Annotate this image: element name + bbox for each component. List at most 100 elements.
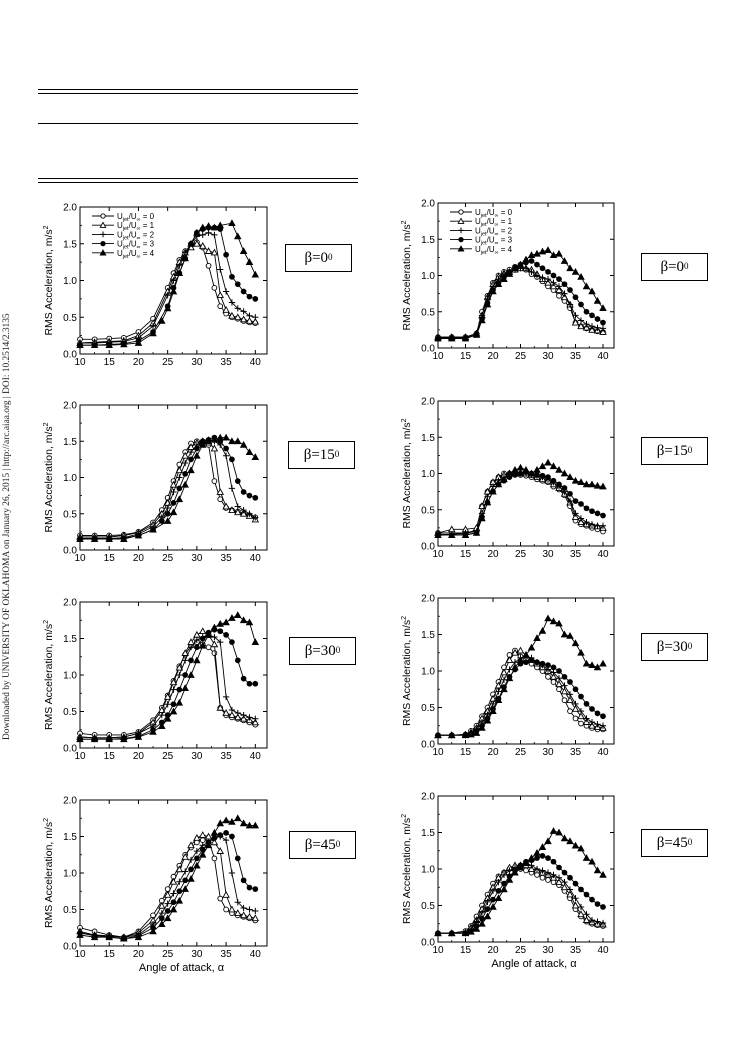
chart-panel-right-beta-0: 10 15 20 25 30 35 40 0.0 0.5 1.0 1.5 2.0 RMS Acceler… (401, 199, 615, 362)
legend-mid: /U (487, 217, 495, 226)
series-circle-filled (435, 469, 606, 538)
beta-label-left-30: β= 30 0 (289, 637, 356, 665)
data-point-circle-filled (223, 631, 229, 638)
data-point-triangle-filled (467, 927, 475, 935)
data-point-plus (158, 910, 165, 917)
series-triangle-filled (76, 814, 260, 942)
y-tick-label: 1.5 (63, 832, 77, 843)
y-tick-label: 1.5 (63, 239, 77, 250)
data-point-triangle-filled (187, 466, 195, 474)
series-line (438, 830, 604, 934)
data-point-circle-filled (556, 481, 562, 488)
x-tick-label: 40 (597, 549, 609, 560)
data-point-plus (234, 305, 241, 312)
x-tick-label: 20 (487, 549, 499, 560)
data-point-triangle-filled (571, 267, 580, 275)
data-point-triangle-open (571, 901, 580, 909)
data-point-triangle-open (577, 518, 585, 525)
data-point-triangle-filled (505, 674, 514, 682)
data-point-circle-filled (252, 886, 259, 892)
data-point-triangle-filled (222, 618, 230, 626)
x-tick-label: 10 (74, 949, 86, 960)
data-point-triangle-filled (461, 334, 470, 342)
beta-value: 30 (320, 642, 336, 659)
data-point-triangle-filled (90, 735, 99, 743)
y-axis-label-sup: 2 (401, 814, 408, 818)
data-point-triangle-open (193, 630, 201, 638)
y-tick-label: 1.0 (421, 667, 435, 678)
y-tick-label: 0.0 (421, 740, 435, 751)
data-point-plus (240, 308, 247, 315)
legend-sub2: ∞ (495, 213, 499, 219)
data-point-triangle-open (588, 721, 596, 729)
data-point-triangle-filled (577, 273, 585, 280)
data-point-circle-open (211, 478, 218, 484)
data-point-circle-filled (517, 470, 524, 477)
data-point-triangle-filled (516, 863, 525, 871)
data-point-triangle-filled (544, 246, 552, 253)
data-point-triangle-filled (478, 316, 486, 324)
data-point-circle-filled (188, 866, 194, 873)
data-point-circle-filled (528, 657, 535, 663)
data-point-triangle-filled (181, 254, 189, 262)
data-point-triangle-filled (434, 731, 442, 739)
data-point-triangle-filled (149, 329, 157, 337)
data-point-circle-filled (561, 281, 568, 288)
data-point-triangle-open (216, 703, 225, 711)
data-point-circle-filled (539, 853, 546, 859)
data-point-triangle-filled (472, 729, 481, 736)
data-point-plus (528, 268, 535, 275)
data-point-circle-filled (176, 485, 183, 492)
x-tick-label: 30 (191, 949, 203, 960)
data-point-triangle-open (181, 451, 189, 459)
data-point-triangle-filled (187, 671, 195, 678)
legend-sub2: ∞ (495, 250, 499, 256)
x-tick-label: 20 (133, 751, 145, 762)
data-point-triangle-filled (544, 614, 552, 622)
data-point-triangle-filled (193, 451, 201, 459)
data-point-plus (193, 847, 200, 855)
beta-prefix: β= (304, 642, 321, 659)
data-point-plus (561, 879, 568, 886)
legend-sub2: ∞ (137, 254, 141, 260)
data-point-circle-filled (182, 471, 189, 477)
data-point-triangle-filled (222, 816, 230, 824)
data-point-triangle-open (577, 712, 585, 720)
data-point-triangle-filled (577, 844, 585, 852)
data-point-plus (170, 277, 177, 284)
beta-prefix: β= (303, 446, 320, 463)
data-point-triangle-open (210, 838, 219, 846)
data-point-triangle-filled (149, 927, 157, 935)
data-point-triangle-filled (588, 480, 596, 488)
data-point-triangle-filled (588, 661, 596, 669)
data-point-triangle-open (555, 878, 563, 885)
data-point-circle-filled (164, 908, 171, 914)
data-point-plus (583, 320, 590, 328)
data-point-triangle-filled (566, 632, 574, 639)
data-point-circle-filled (252, 680, 259, 687)
data-point-triangle-filled (120, 535, 128, 542)
data-point-plus (176, 671, 183, 679)
data-point-triangle-filled (555, 619, 563, 627)
data-point-triangle-open (169, 678, 178, 686)
data-point-triangle-open (234, 909, 242, 916)
beta-value: 15 (319, 446, 335, 463)
data-point-triangle-open (494, 681, 503, 689)
data-point-triangle-filled (538, 626, 547, 634)
data-point-plus (489, 887, 497, 895)
data-point-triangle-open (239, 315, 248, 323)
data-point-triangle-filled (549, 462, 558, 470)
y-axis-label: RMS Acceleration, m/s2 (43, 422, 55, 532)
x-axis-label: Angle of attack, α (139, 962, 225, 974)
series-line (438, 864, 604, 934)
data-point-circle-filled (539, 265, 546, 272)
y-tick-label: 1.5 (421, 433, 435, 444)
data-point-circle-filled (194, 855, 200, 862)
header-rule-2 (38, 93, 358, 94)
data-point-triangle-filled (134, 531, 143, 539)
data-point-plus (544, 869, 552, 876)
data-point-triangle-filled (149, 728, 157, 735)
